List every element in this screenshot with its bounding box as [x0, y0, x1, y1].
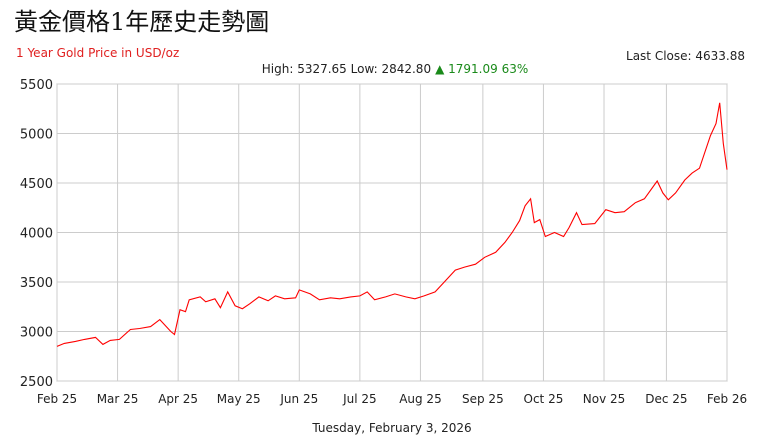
- y-tick-label: 5500: [20, 78, 53, 93]
- x-tick-label: Jun 25: [279, 392, 318, 406]
- last-close: Last Close: 4633.88: [626, 49, 745, 63]
- y-tick-label: 4000: [20, 227, 53, 242]
- x-tick-label: Oct 25: [524, 392, 564, 406]
- x-tick-label: May 25: [217, 392, 261, 406]
- x-tick-label: Dec 25: [645, 392, 687, 406]
- y-tick-label: 5000: [20, 128, 53, 143]
- footer: Tuesday, February 3, 2026: [311, 421, 471, 435]
- y-tick-label: 3500: [20, 276, 53, 291]
- chart-title: 黃金價格1年歷史走勢圖: [14, 8, 269, 36]
- x-tick-label: Sep 25: [462, 392, 504, 406]
- x-tick-label: Nov 25: [583, 392, 626, 406]
- x-tick-label: Feb 26: [707, 392, 747, 406]
- x-tick-label: Jul 25: [342, 392, 377, 406]
- y-tick-label: 4500: [20, 177, 53, 192]
- x-tick-label: Feb 25: [37, 392, 77, 406]
- x-tick-label: Mar 25: [97, 392, 139, 406]
- x-tick-label: Aug 25: [399, 392, 442, 406]
- price-line: [56, 102, 728, 347]
- y-tick-label: 3000: [20, 326, 53, 341]
- high-low: High: 5327.65 Low: 2842.80: [262, 62, 431, 76]
- y-tick-label: 2500: [20, 375, 53, 390]
- stats: High: 5327.65 Low: 2842.80 ▲ 1791.09 63%: [262, 62, 529, 76]
- subtitle: 1 Year Gold Price in USD/oz: [16, 46, 179, 60]
- change: ▲ 1791.09 63%: [435, 62, 528, 76]
- x-tick-label: Apr 25: [158, 392, 198, 406]
